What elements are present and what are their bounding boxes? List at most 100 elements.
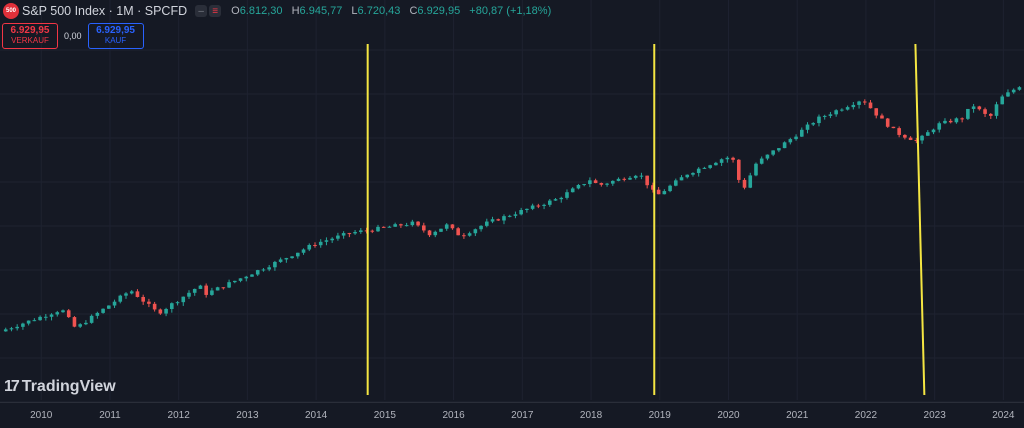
candle bbox=[834, 109, 838, 117]
minus-icon[interactable]: – bbox=[195, 5, 208, 17]
candle bbox=[536, 203, 541, 209]
candle-body bbox=[381, 226, 386, 228]
candle-body bbox=[610, 180, 615, 184]
candle bbox=[513, 211, 518, 219]
candle bbox=[107, 305, 111, 309]
candle-body bbox=[914, 139, 919, 141]
candle-body bbox=[748, 175, 753, 188]
candle bbox=[381, 226, 386, 228]
candle-body bbox=[158, 309, 163, 314]
candle bbox=[399, 223, 403, 228]
candle-body bbox=[605, 183, 609, 185]
candle-body bbox=[731, 157, 735, 160]
vertical-markers[interactable] bbox=[366, 43, 926, 396]
candle-body bbox=[290, 256, 294, 259]
candle-body bbox=[233, 280, 237, 283]
candle bbox=[9, 326, 14, 332]
sell-price: 6.929,95 bbox=[10, 25, 50, 36]
candle-body bbox=[971, 106, 976, 109]
candle-body bbox=[988, 113, 993, 116]
candle-body bbox=[559, 197, 564, 200]
candle-body bbox=[9, 328, 14, 330]
symbol-title[interactable]: S&P 500 Index · 1M · SPCFD bbox=[22, 4, 188, 18]
candle-body bbox=[874, 108, 879, 116]
candle bbox=[897, 126, 901, 138]
candle bbox=[725, 156, 730, 163]
candle-body bbox=[221, 287, 226, 289]
tradingview-brand[interactable]: 17 TradingView bbox=[4, 378, 116, 396]
candle-body bbox=[341, 233, 346, 236]
candle-body bbox=[393, 224, 397, 227]
candle bbox=[422, 222, 426, 233]
candle-body bbox=[404, 225, 409, 227]
candle-body bbox=[250, 274, 254, 277]
candle bbox=[462, 233, 466, 239]
candle-body bbox=[387, 226, 392, 228]
candle bbox=[353, 230, 357, 235]
candle-body bbox=[485, 221, 489, 226]
high-value: 6.945,77 bbox=[299, 5, 343, 17]
candle-body bbox=[296, 252, 300, 257]
equals-icon[interactable]: ≡ bbox=[209, 5, 222, 17]
candle bbox=[525, 208, 529, 213]
candle-body bbox=[370, 230, 375, 232]
candle-body bbox=[1017, 87, 1022, 90]
candle-body bbox=[1006, 92, 1010, 97]
sell-button[interactable]: 6.929,95 VERKAUF bbox=[2, 23, 58, 49]
candle bbox=[26, 320, 31, 326]
candle bbox=[679, 175, 684, 181]
candle-body bbox=[920, 135, 924, 141]
candle bbox=[622, 177, 627, 182]
candle bbox=[605, 182, 609, 187]
candle-body bbox=[359, 230, 363, 232]
x-tick-label: 2012 bbox=[167, 410, 190, 421]
candle-body bbox=[439, 228, 443, 232]
candle-body bbox=[673, 180, 678, 186]
candle-body bbox=[1011, 89, 1016, 93]
time-axis[interactable]: 2010 2011 2012 2013 2014 2015 2016 2017 2018 2019… bbox=[0, 402, 1024, 428]
candle bbox=[152, 301, 157, 312]
candle-body bbox=[399, 224, 403, 226]
candle bbox=[141, 294, 145, 305]
vertical-marker-line bbox=[914, 43, 926, 396]
candle-body bbox=[794, 136, 798, 140]
candle bbox=[387, 225, 392, 228]
candle-body bbox=[427, 230, 432, 236]
candle bbox=[628, 176, 632, 181]
candle bbox=[662, 189, 667, 195]
candle bbox=[3, 327, 8, 332]
candle bbox=[530, 203, 535, 211]
sp500-logo-icon: 500 bbox=[3, 3, 19, 19]
candle-body bbox=[72, 317, 77, 327]
candle-body bbox=[616, 178, 621, 181]
candle-body bbox=[570, 188, 575, 193]
candle-body bbox=[536, 205, 541, 207]
candle bbox=[714, 161, 718, 166]
candle-body bbox=[147, 301, 151, 304]
candle bbox=[181, 296, 186, 306]
candle bbox=[456, 227, 460, 236]
candle-body bbox=[507, 215, 512, 217]
candle-body bbox=[691, 172, 695, 175]
candle-body bbox=[542, 204, 546, 206]
candle bbox=[198, 284, 203, 290]
candle-body bbox=[364, 230, 369, 232]
candle bbox=[84, 320, 88, 326]
candle-body bbox=[422, 225, 426, 231]
buy-button[interactable]: 6.929,95 KAUF bbox=[87, 23, 144, 49]
candle bbox=[828, 111, 833, 119]
candle-body bbox=[376, 226, 380, 232]
low-label: L bbox=[351, 5, 358, 17]
candle bbox=[61, 309, 65, 313]
candle bbox=[238, 278, 243, 283]
candle-body bbox=[845, 107, 850, 110]
candle bbox=[519, 207, 523, 216]
candle bbox=[880, 113, 884, 119]
candle bbox=[811, 122, 816, 127]
candle-body bbox=[994, 104, 999, 116]
candle bbox=[862, 99, 867, 105]
candle-body bbox=[977, 106, 982, 110]
candle bbox=[118, 294, 123, 304]
candle-body bbox=[925, 132, 930, 136]
